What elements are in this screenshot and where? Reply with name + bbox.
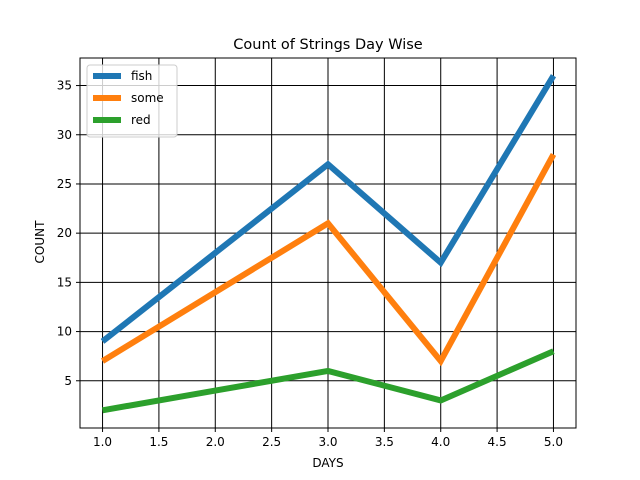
y-tick-label: 30 <box>57 128 72 142</box>
x-tick-label: 4.5 <box>488 435 507 449</box>
x-tick-label: 2.0 <box>206 435 225 449</box>
legend-label-some: some <box>131 91 164 105</box>
y-tick-label: 15 <box>57 275 72 289</box>
x-tick-label: 3.5 <box>375 435 394 449</box>
x-tick-label: 5.0 <box>544 435 563 449</box>
series-line-some <box>100 152 557 367</box>
series-lines <box>100 74 557 414</box>
legend: fish some red <box>86 64 178 138</box>
y-tick-label: 35 <box>57 79 72 93</box>
x-tick-label: 3.0 <box>318 435 337 449</box>
y-tick-label: 25 <box>57 177 72 191</box>
chart-title: Count of Strings Day Wise <box>233 37 423 53</box>
legend-label-red: red <box>131 113 151 127</box>
y-tick-label: 10 <box>57 325 72 339</box>
axis-ticks: 1.0 1.5 2.0 2.5 3.0 3.5 4.0 4.5 5.0 5 10 15 20 25 30 35 <box>57 79 563 449</box>
x-tick-label: 4.0 <box>431 435 450 449</box>
y-tick-label: 5 <box>64 374 72 388</box>
x-tick-label: 1.5 <box>149 435 168 449</box>
grid <box>80 58 576 428</box>
x-tick-label: 1.0 <box>93 435 112 449</box>
x-tick-label: 2.5 <box>262 435 281 449</box>
series-line-fish <box>100 74 557 344</box>
legend-label-fish: fish <box>131 69 152 83</box>
y-axis-label: COUNT <box>33 220 47 264</box>
x-axis-label: DAYS <box>312 456 343 470</box>
y-tick-label: 20 <box>57 226 72 240</box>
series-line-red <box>102 348 555 414</box>
